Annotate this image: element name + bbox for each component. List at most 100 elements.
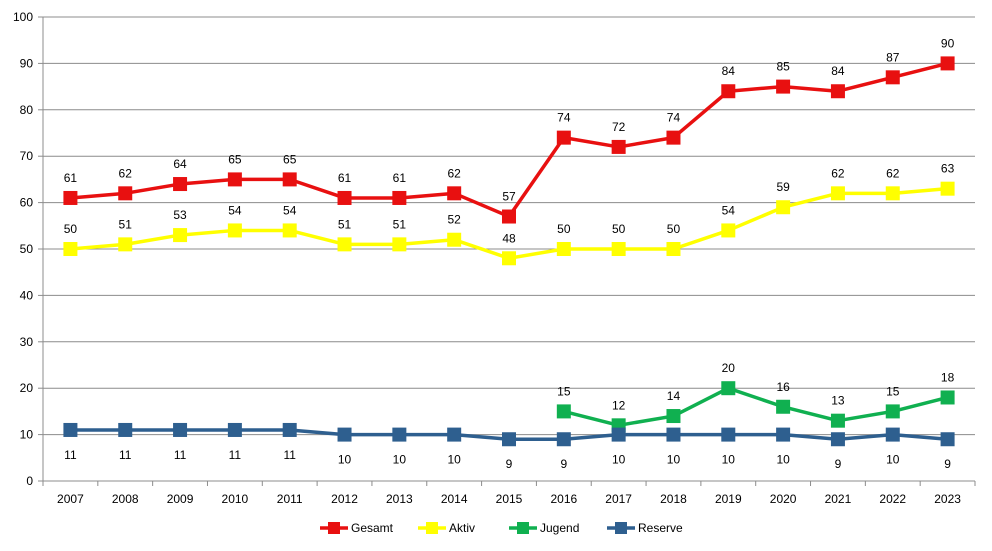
data-label-aktiv: 51 (119, 217, 133, 231)
y-tick-label: 0 (26, 474, 33, 488)
data-point-reserve (940, 432, 955, 447)
data-label-aktiv: 62 (831, 166, 845, 180)
x-tick-label: 2014 (441, 492, 468, 506)
data-point-gesamt (282, 172, 297, 187)
x-tick-label: 2023 (934, 492, 961, 506)
data-label-gesamt: 84 (831, 64, 845, 78)
legend-marker-reserve (615, 522, 627, 534)
data-label-reserve: 10 (393, 453, 407, 467)
data-label-aktiv: 50 (612, 222, 626, 236)
data-label-aktiv: 59 (776, 180, 790, 194)
data-label-gesamt: 84 (722, 64, 736, 78)
data-point-aktiv (63, 242, 78, 256)
data-point-aktiv (556, 242, 571, 256)
x-tick-label: 2020 (770, 492, 797, 506)
gridlines (43, 16, 975, 436)
x-tick-label: 2010 (222, 492, 249, 506)
data-label-jugend: 13 (831, 394, 845, 408)
data-label-jugend: 15 (557, 384, 571, 398)
data-point-reserve (502, 432, 516, 447)
data-point-aktiv (502, 251, 516, 266)
data-point-jugend (776, 399, 791, 414)
data-label-reserve: 10 (722, 453, 736, 467)
data-point-aktiv (611, 242, 626, 256)
data-label-aktiv: 51 (393, 217, 407, 231)
data-point-reserve (885, 427, 900, 442)
data-label-gesamt: 74 (667, 111, 681, 125)
data-point-gesamt (611, 139, 626, 154)
data-label-jugend: 14 (667, 389, 681, 403)
data-label-reserve: 9 (944, 457, 951, 471)
y-tick-label: 30 (20, 335, 34, 349)
data-point-aktiv (118, 237, 133, 252)
series-group (63, 56, 955, 447)
data-point-aktiv (337, 237, 352, 252)
data-label-jugend: 12 (612, 398, 626, 412)
data-point-gesamt (227, 172, 242, 187)
data-label-reserve: 11 (283, 448, 296, 462)
data-label-reserve: 10 (667, 453, 681, 467)
y-tick-label: 90 (20, 56, 34, 70)
x-tick-label: 2011 (277, 492, 303, 506)
data-label-aktiv: 52 (447, 213, 461, 227)
data-label-gesamt: 61 (64, 171, 78, 185)
data-label-gesamt: 87 (886, 50, 900, 64)
data-label-gesamt: 57 (502, 190, 516, 204)
data-point-jugend (666, 409, 681, 424)
data-point-jugend (830, 413, 845, 428)
data-label-gesamt: 85 (776, 60, 790, 74)
data-point-aktiv (940, 181, 955, 196)
data-label-jugend: 18 (941, 370, 955, 384)
data-label-reserve: 11 (119, 448, 132, 462)
data-point-reserve (776, 427, 791, 442)
data-label-gesamt: 64 (173, 157, 187, 171)
data-point-gesamt (885, 70, 900, 85)
data-point-gesamt (502, 209, 516, 224)
data-point-aktiv (885, 186, 900, 201)
x-axis-ticks: 2007 2008 2009 2010 2011 2012 2013 2014 2015 2016… (57, 492, 961, 506)
data-label-gesamt: 62 (119, 166, 133, 180)
data-label-aktiv: 54 (228, 203, 242, 217)
data-label-reserve: 10 (776, 453, 790, 467)
legend: Gesamt Aktiv Jugend Reserve (320, 521, 683, 535)
data-label-aktiv: 54 (722, 203, 736, 217)
data-label-aktiv: 51 (338, 217, 352, 231)
data-label-gesamt: 61 (393, 171, 407, 185)
x-tick-label: 2022 (879, 492, 906, 506)
x-tick-label: 2018 (660, 492, 687, 506)
data-point-reserve (118, 422, 133, 437)
data-point-reserve (337, 427, 352, 442)
legend-label-reserve: Reserve (638, 521, 683, 535)
data-point-aktiv (830, 186, 845, 201)
legend-marker-gesamt (328, 522, 340, 534)
data-label-reserve: 9 (560, 457, 567, 471)
data-point-gesamt (173, 177, 188, 192)
data-label-aktiv: 54 (283, 203, 297, 217)
data-label-reserve: 10 (338, 453, 352, 467)
data-point-aktiv (392, 237, 407, 252)
data-point-aktiv (447, 232, 462, 247)
data-label-jugend: 15 (886, 384, 900, 398)
x-tick-label: 2019 (715, 492, 742, 506)
legend-item-gesamt: Gesamt (320, 521, 394, 535)
data-point-aktiv (173, 228, 188, 243)
data-point-jugend (940, 390, 955, 405)
data-label-reserve: 10 (886, 453, 900, 467)
data-point-reserve (611, 427, 626, 442)
data-point-aktiv (666, 242, 681, 256)
legend-label-aktiv: Aktiv (449, 521, 475, 535)
data-point-gesamt (666, 130, 681, 145)
data-point-reserve (447, 427, 462, 442)
legend-item-aktiv: Aktiv (418, 521, 475, 535)
data-point-gesamt (830, 84, 845, 99)
x-tick-label: 2016 (550, 492, 577, 506)
data-label-reserve: 11 (229, 448, 242, 462)
data-point-reserve (227, 422, 242, 437)
y-tick-label: 10 (20, 428, 34, 442)
x-tick-label: 2013 (386, 492, 413, 506)
legend-label-gesamt: Gesamt (351, 521, 394, 535)
legend-item-jugend: Jugend (509, 521, 579, 535)
data-label-reserve: 9 (506, 457, 513, 471)
data-point-reserve (173, 422, 188, 437)
